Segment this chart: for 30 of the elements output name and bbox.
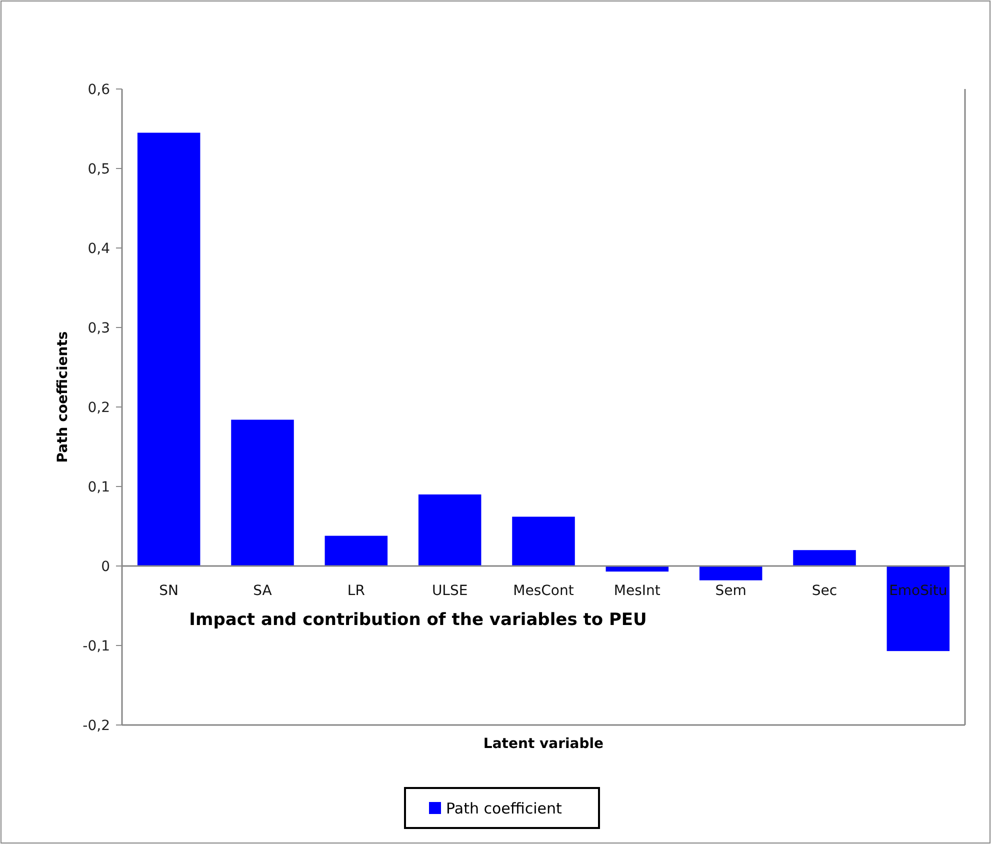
y-tick-label: 0,1 — [88, 479, 110, 496]
x-tick-label: SN — [159, 582, 179, 599]
bar — [418, 494, 482, 566]
bar — [886, 566, 950, 652]
bar — [231, 420, 294, 566]
x-tick-label: MesCont — [513, 582, 574, 599]
text: Impact and contribution of the variables to PEU — [189, 610, 647, 630]
x-tick-label: EmoSitu — [889, 582, 948, 599]
x-tick-label: ULSE — [432, 582, 468, 599]
x-tick-label: LR — [347, 582, 366, 599]
bar — [793, 550, 856, 566]
y-tick-label: 0,5 — [88, 161, 110, 178]
legend-label: Path coefficient — [446, 799, 562, 818]
x-tick-label: Sem — [715, 582, 746, 599]
bar — [512, 516, 575, 566]
y-axis-title: Path coefficients — [54, 331, 71, 463]
y-tick-label: 0,3 — [88, 320, 110, 336]
x-tick-label: Sec — [812, 582, 838, 599]
y-tick-label: -0,1 — [82, 638, 110, 654]
x-tick-label: SA — [253, 582, 272, 599]
x-axis-title: Latent variable — [483, 736, 604, 752]
bar — [137, 132, 200, 566]
bar — [324, 536, 388, 566]
y-tick-label: 0,6 — [88, 82, 110, 98]
x-tick-label: MesInt — [614, 582, 661, 599]
y-tick-label: 0,2 — [88, 400, 110, 416]
y-tick-label: 0,4 — [88, 240, 110, 257]
y-tick-label: -0,2 — [82, 718, 110, 734]
y-tick-label: 0 — [101, 558, 110, 575]
bar — [699, 566, 762, 580]
